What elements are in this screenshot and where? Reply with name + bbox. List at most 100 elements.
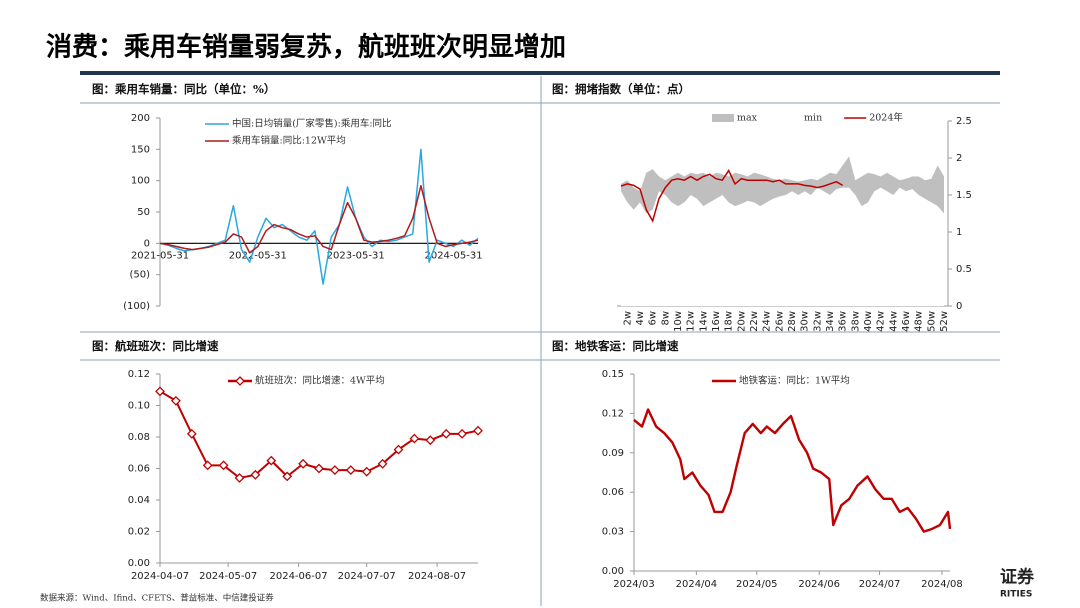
y-tick-label: 0.08 xyxy=(128,432,150,443)
y-tick-label: 100 xyxy=(131,176,150,187)
point-marker xyxy=(266,455,277,466)
y-tick-label: 0.00 xyxy=(602,566,624,577)
x-tick-label: 14w xyxy=(698,311,709,332)
x-tick-label: 2w xyxy=(622,311,633,326)
series-line xyxy=(633,408,952,533)
point-marker xyxy=(361,466,372,477)
series-area xyxy=(621,187,944,306)
point-marker xyxy=(282,471,293,482)
y-tick-label: 1 xyxy=(956,227,962,238)
x-tick-label: 22w xyxy=(749,311,760,332)
x-tick-label: 48w xyxy=(914,311,925,332)
y-tick-label: 0.10 xyxy=(128,401,150,412)
x-tick-label: 36w xyxy=(838,311,849,332)
y-tick-label: 150 xyxy=(131,144,150,155)
y-tick-label: 0.06 xyxy=(128,464,150,475)
x-tick-label: 2023-05-31 xyxy=(327,250,385,261)
x-tick-label: 40w xyxy=(863,311,874,332)
x-tick-label: 6w xyxy=(648,311,659,326)
series-line xyxy=(159,184,479,254)
x-tick-label: 20w xyxy=(736,311,747,332)
legend-label: max xyxy=(737,113,758,124)
point-marker xyxy=(234,473,245,483)
x-tick-label: 2024/03 xyxy=(613,579,655,590)
x-tick-label: 2024-08-07 xyxy=(408,571,466,582)
point-marker xyxy=(298,458,309,469)
y-tick-label: 0.5 xyxy=(956,264,972,275)
x-tick-label: 2024-06-07 xyxy=(269,571,327,582)
x-tick-label: 4w xyxy=(635,311,646,326)
x-tick-label: 8w xyxy=(660,311,671,326)
point-marker xyxy=(155,386,165,397)
legend-swatch xyxy=(712,114,734,122)
y-tick-label: 0.00 xyxy=(128,558,150,569)
point-marker xyxy=(186,428,197,439)
x-tick-label: 32w xyxy=(812,311,823,332)
point-marker xyxy=(170,395,181,406)
legend-label: 2024年 xyxy=(869,112,903,124)
y-tick-label: 0.09 xyxy=(602,448,624,459)
legend-label: 乘用车销量:同比:12W平均 xyxy=(232,135,346,147)
y-tick-label: 0 xyxy=(144,238,150,249)
panel-title: 图：拥堵指数（单位：点） xyxy=(552,82,690,96)
x-tick-label: 2021-05-31 xyxy=(131,250,189,261)
point-marker xyxy=(218,460,229,471)
panel-title: 图：航班班次：同比增速 xyxy=(92,339,219,353)
x-tick-label: 30w xyxy=(800,311,811,332)
y-tick-label: 0.06 xyxy=(602,487,624,498)
point-marker xyxy=(377,458,388,469)
x-tick-label: 12w xyxy=(686,311,697,332)
x-tick-label: 2024/05 xyxy=(736,579,778,590)
y-tick-label: 50 xyxy=(137,207,150,218)
legend-label: 航班班次：同比增速：4W平均 xyxy=(255,375,385,387)
x-tick-label: 50w xyxy=(926,311,937,332)
y-tick-label: 0.03 xyxy=(602,527,624,538)
y-tick-label: 2.5 xyxy=(956,116,972,127)
x-tick-label: 2022-05-31 xyxy=(229,250,287,261)
x-tick-label: 2024/07 xyxy=(859,579,901,590)
point-marker xyxy=(345,465,356,475)
point-marker xyxy=(409,433,420,444)
x-tick-label: 42w xyxy=(876,311,887,332)
x-tick-label: 52w xyxy=(939,311,950,332)
y-tick-label: 1.5 xyxy=(956,190,972,201)
legend-label: 地铁客运：同比：1W平均 xyxy=(739,375,850,387)
x-tick-label: 18w xyxy=(724,311,735,332)
y-tick-label: 0.12 xyxy=(128,369,150,380)
x-tick-label: 2024/04 xyxy=(676,579,718,590)
slide-title: 消费：乘用车销量弱复苏，航班班次明显增加 xyxy=(46,32,566,63)
point-marker xyxy=(329,465,340,475)
x-tick-label: 46w xyxy=(901,311,912,332)
x-tick-label: 44w xyxy=(888,311,899,332)
y-tick-label: (50) xyxy=(129,270,150,281)
y-tick-label: 0.04 xyxy=(128,495,150,506)
x-tick-label: 2024-07-07 xyxy=(338,571,396,582)
y-tick-label: 200 xyxy=(131,113,150,124)
y-tick-label: (100) xyxy=(123,301,150,312)
legend-swatch xyxy=(779,114,802,122)
x-tick-label: 16w xyxy=(711,311,722,332)
logo-subtext: RITIES xyxy=(1000,590,1032,600)
x-tick-label: 34w xyxy=(825,311,836,332)
x-tick-label: 24w xyxy=(762,311,773,332)
x-tick-label: 2024-04-07 xyxy=(131,571,189,582)
point-marker xyxy=(202,460,213,471)
y-tick-label: 0 xyxy=(956,301,962,312)
panel-title: 图：地铁客运：同比增速 xyxy=(552,339,679,353)
panel-title: 图：乘用车销量：同比（单位：%） xyxy=(92,82,275,96)
point-marker xyxy=(441,428,452,439)
point-marker xyxy=(425,435,436,446)
legend-label: 中国:日均销量(厂家零售):乘用车:同比 xyxy=(232,118,392,130)
y-tick-label: 0.15 xyxy=(602,369,624,380)
logo-text: 证券 xyxy=(1000,567,1035,588)
point-marker xyxy=(457,428,468,439)
series-line xyxy=(620,169,844,223)
series-line xyxy=(159,148,479,285)
x-tick-label: 2024-05-07 xyxy=(199,571,257,582)
x-tick-label: 2024-05-31 xyxy=(424,250,482,261)
y-tick-label: 0.02 xyxy=(128,527,150,538)
legend-marker xyxy=(235,376,245,386)
source-note: 数据来源：Wind、Ifind、CFETS、普益标准、中信建投证券 xyxy=(40,593,274,604)
title-rule xyxy=(80,71,1000,75)
